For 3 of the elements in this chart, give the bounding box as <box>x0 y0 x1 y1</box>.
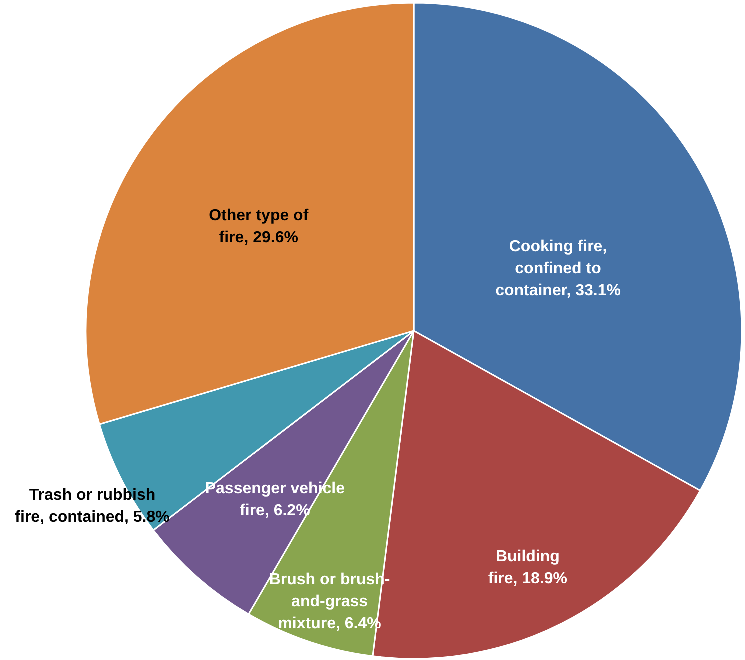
slice-label: Building fire, 18.9% <box>488 548 568 588</box>
slice-label: Cooking fire, confined to container, 33.1% <box>496 238 621 300</box>
slice-label: Other type of fire, 29.6% <box>209 207 310 246</box>
